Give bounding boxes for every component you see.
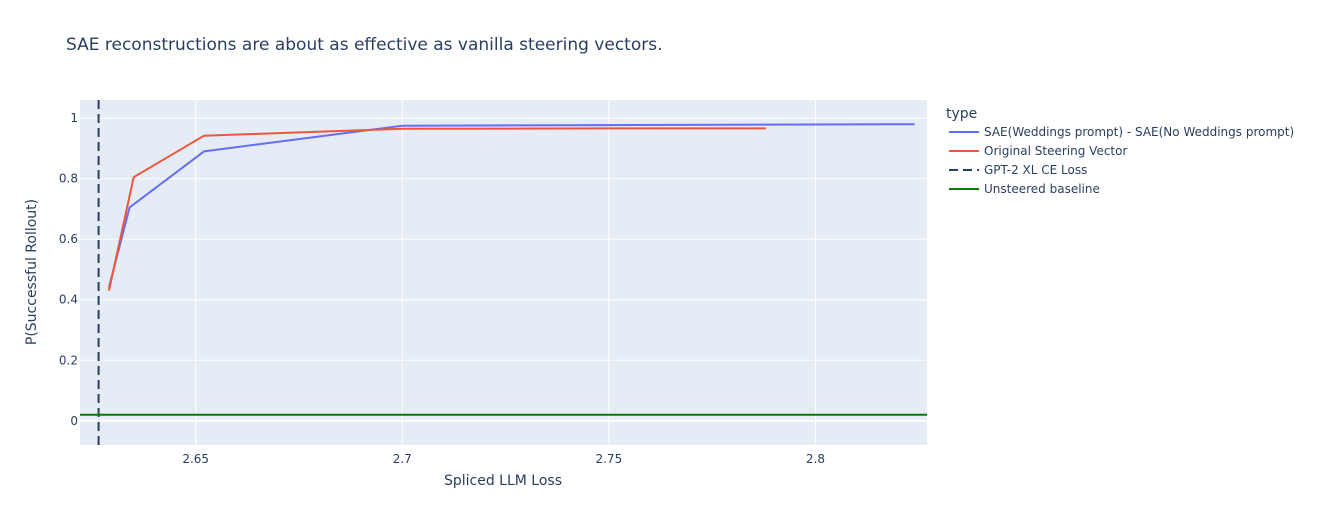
y-tick-label: 0.6 <box>59 232 78 246</box>
x-tick-label: 2.8 <box>806 452 825 466</box>
grid-lines <box>80 100 927 445</box>
x-tick-label: 2.75 <box>595 452 622 466</box>
y-tick-label: 0.8 <box>59 172 78 186</box>
legend-label: Original Steering Vector <box>984 144 1127 158</box>
y-tick-label: 1 <box>70 111 78 125</box>
legend-label: GPT-2 XL CE Loss <box>984 163 1087 177</box>
y-tick-label: 0.2 <box>59 353 78 367</box>
series-line <box>107 127 766 291</box>
legend-item: Unsteered baseline <box>949 182 1100 196</box>
tick-labels: 2.65 2.7 2.75 2.8 0 0.2 0.4 0.6 0.8 1 <box>59 111 825 466</box>
x-tick-label: 2.7 <box>393 452 412 466</box>
x-tick-label: 2.65 <box>182 452 209 466</box>
legend-label: Unsteered baseline <box>984 182 1100 196</box>
y-tick-label: 0.4 <box>59 293 78 307</box>
legend-item: GPT-2 XL CE Loss <box>949 163 1087 177</box>
legend-label: SAE(Weddings prompt) - SAE(No Weddings p… <box>984 125 1294 139</box>
chart-title: SAE reconstructions are about as effecti… <box>66 35 662 55</box>
series-lines <box>107 123 915 291</box>
legend-item: Original Steering Vector <box>949 144 1127 158</box>
x-axis-label: Spliced LLM Loss <box>444 473 562 489</box>
series-line <box>107 123 915 288</box>
y-axis-label: P(Successful Rollout) <box>24 199 40 345</box>
reference-lines <box>80 100 927 445</box>
legend: type SAE(Weddings prompt) - SAE(No Weddi… <box>946 106 1294 196</box>
legend-item: SAE(Weddings prompt) - SAE(No Weddings p… <box>949 125 1294 139</box>
plot-area <box>80 100 927 445</box>
y-tick-label: 0 <box>70 414 78 428</box>
legend-title: type <box>946 106 977 122</box>
